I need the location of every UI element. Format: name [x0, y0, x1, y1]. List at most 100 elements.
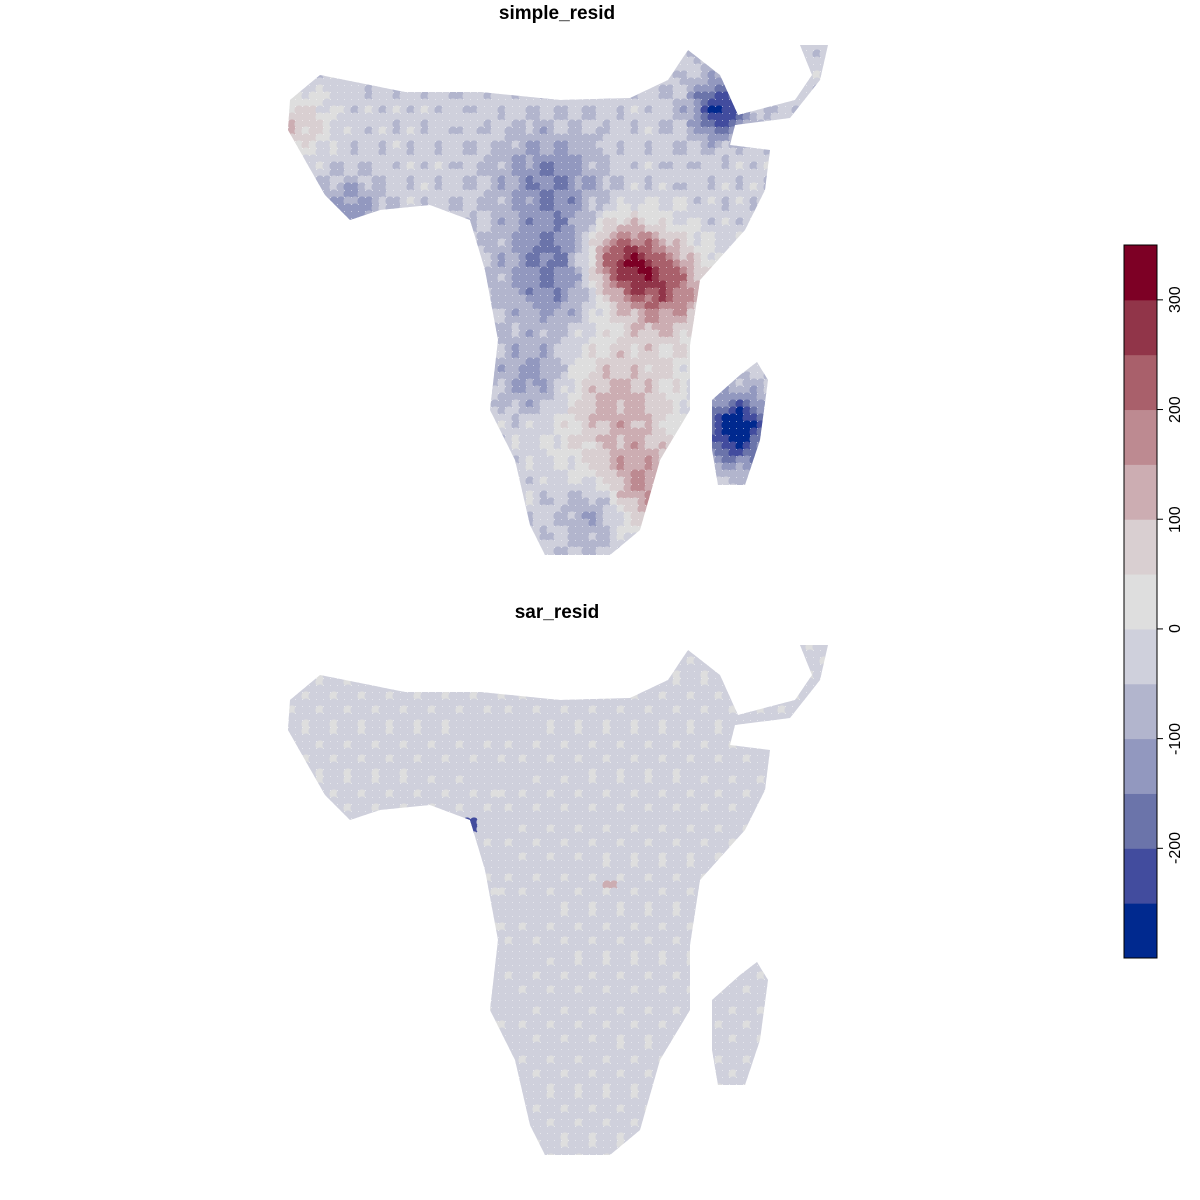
residual-cell: [427, 168, 437, 178]
residual-cell: [322, 45, 332, 52]
residual-cell: [546, 70, 556, 80]
residual-cell: [742, 350, 752, 360]
residual-cell: [756, 84, 766, 94]
residual-cell: [490, 140, 500, 150]
residual-cell: [714, 301, 724, 311]
residual-cell: [462, 133, 472, 143]
residual-cell: [553, 413, 563, 423]
residual-cell: [497, 56, 507, 66]
residual-cell: [413, 63, 423, 73]
residual-cell: [763, 126, 773, 136]
residual-cell: [714, 91, 724, 101]
residual-cell: [791, 49, 801, 59]
residual-cell: [434, 357, 444, 367]
residual-cell: [483, 56, 493, 66]
residual-cell: [728, 287, 738, 297]
residual-cell: [301, 392, 311, 402]
residual-cell: [385, 476, 395, 486]
residual-cell: [665, 56, 675, 66]
residual-cell: [357, 105, 367, 115]
residual-cell: [805, 224, 815, 234]
residual-cell: [497, 126, 507, 136]
residual-cell: [322, 168, 332, 178]
residual-cell: [567, 175, 577, 185]
residual-cell: [378, 322, 388, 332]
residual-cell: [763, 420, 773, 430]
residual-cell: [693, 469, 703, 479]
residual-cell: [763, 364, 773, 374]
residual-cell: [581, 259, 591, 269]
residual-cell: [602, 308, 612, 318]
residual-cell: [756, 35, 765, 44]
residual-cell: [350, 210, 360, 220]
residual-cell: [434, 364, 444, 374]
residual-cell: [574, 105, 584, 115]
residual-cell: [777, 476, 787, 486]
residual-cell: [350, 315, 360, 325]
residual-cell: [406, 315, 416, 325]
residual-cell: [518, 119, 528, 129]
residual-cell: [602, 140, 612, 150]
residual-cell: [644, 91, 654, 101]
residual-cell: [518, 301, 528, 311]
residual-cell: [567, 182, 577, 192]
residual-cell: [288, 476, 297, 486]
residual-cell: [637, 45, 647, 52]
residual-cell: [511, 392, 521, 402]
residual-cell: [700, 45, 710, 52]
residual-cell: [742, 196, 752, 206]
residual-cell: [364, 126, 374, 136]
residual-cell: [819, 399, 828, 409]
residual-cell: [539, 182, 549, 192]
residual-cell: [714, 168, 724, 178]
residual-cell: [728, 224, 738, 234]
residual-cell: [497, 238, 507, 248]
residual-cell: [630, 420, 640, 430]
residual-cell: [777, 238, 787, 248]
residual-cell: [399, 56, 409, 66]
residual-cell: [427, 448, 437, 458]
residual-cell: [812, 217, 822, 227]
residual-cell: [714, 56, 724, 66]
residual-cell: [413, 112, 423, 122]
residual-cell: [497, 406, 507, 416]
residual-cell: [672, 448, 682, 458]
residual-cell: [525, 119, 535, 129]
residual-cell: [322, 357, 332, 367]
residual-cell: [448, 280, 458, 290]
residual-cell: [406, 357, 416, 367]
residual-cell: [770, 385, 780, 395]
residual-cell: [581, 217, 591, 227]
residual-cell: [294, 392, 304, 402]
residual-cell: [595, 231, 605, 241]
residual-cell: [532, 329, 542, 339]
residual-cell: [658, 371, 668, 381]
residual-cell: [406, 77, 416, 87]
residual-cell: [581, 63, 591, 73]
residual-cell: [672, 329, 682, 339]
residual-cell: [791, 462, 801, 472]
residual-cell: [336, 434, 346, 444]
residual-cell: [588, 119, 598, 129]
residual-cell: [672, 154, 682, 164]
residual-cell: [476, 63, 486, 73]
residual-cell: [546, 105, 556, 115]
residual-cell: [441, 105, 451, 115]
residual-cell: [637, 350, 647, 360]
residual-cell: [497, 70, 507, 80]
residual-cell: [288, 406, 297, 416]
residual-cell: [595, 273, 605, 283]
residual-cell: [805, 91, 815, 101]
residual-cell: [420, 35, 429, 44]
residual-cell: [539, 70, 549, 80]
residual-cell: [693, 406, 703, 416]
residual-cell: [623, 273, 633, 283]
residual-cell: [441, 45, 451, 52]
residual-cell: [357, 448, 367, 458]
residual-cell: [700, 175, 710, 185]
residual-cell: [595, 476, 605, 486]
residual-cell: [399, 476, 409, 486]
residual-cell: [707, 343, 717, 353]
residual-cell: [364, 105, 374, 115]
residual-cell: [784, 147, 794, 157]
